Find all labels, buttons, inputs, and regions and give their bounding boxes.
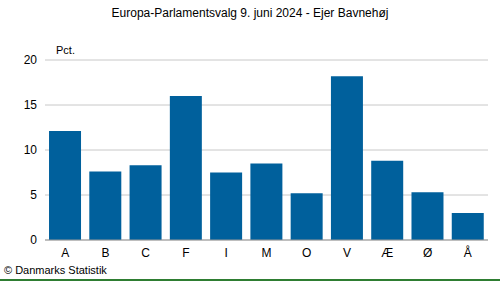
svg-text:10: 10 (24, 143, 38, 157)
svg-text:V: V (343, 246, 351, 260)
svg-text:5: 5 (30, 188, 37, 202)
svg-text:C: C (141, 246, 150, 260)
svg-text:15: 15 (24, 98, 38, 112)
html-text:Pct.: Pct. (56, 44, 75, 56)
html-text:Europa-Parlamentsvalg 9. juni: Europa-Parlamentsvalg 9. juni 2024 - Eje… (111, 6, 389, 20)
svg-text:O: O (302, 246, 311, 260)
svg-text:Ø: Ø (423, 246, 432, 260)
html-text:© Danmarks Statistik: © Danmarks Statistik (4, 264, 107, 276)
svg-text:B: B (101, 246, 109, 260)
svg-text:Æ: Æ (381, 246, 393, 260)
svg-text:20: 20 (24, 53, 38, 67)
svg-text:Å: Å (464, 245, 472, 260)
svg-text:A: A (61, 246, 69, 260)
svg-text:F: F (182, 246, 189, 260)
svg-text:M: M (262, 246, 272, 260)
svg-text:I: I (225, 246, 228, 260)
svg-text:0: 0 (30, 233, 37, 247)
